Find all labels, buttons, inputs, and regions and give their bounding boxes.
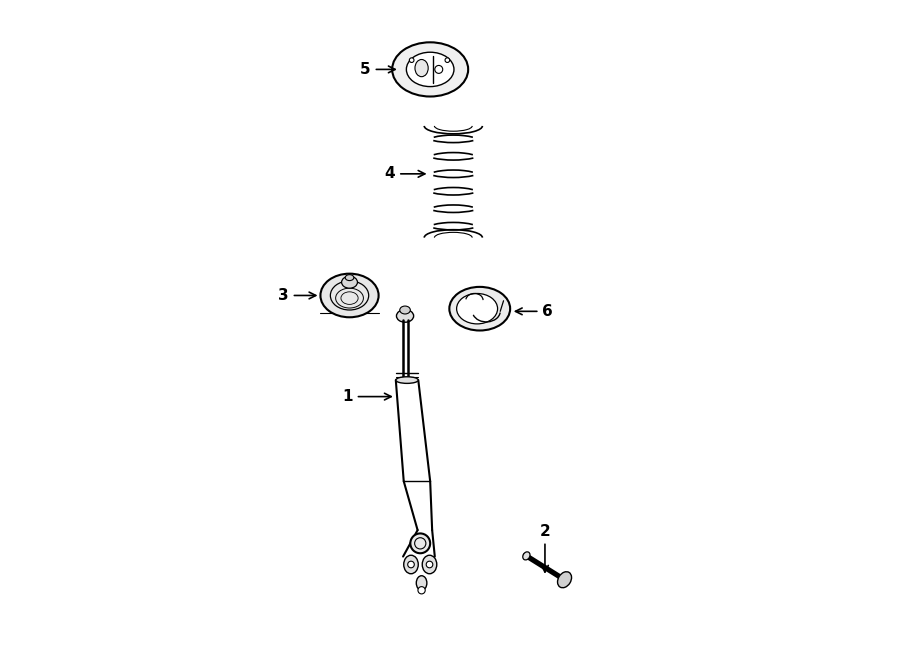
Ellipse shape [418, 587, 425, 594]
Text: 6: 6 [516, 304, 554, 319]
Ellipse shape [557, 572, 572, 588]
Ellipse shape [400, 306, 410, 314]
Text: 5: 5 [360, 62, 395, 77]
Ellipse shape [392, 42, 468, 97]
Text: 2: 2 [540, 524, 550, 572]
Ellipse shape [410, 533, 430, 553]
Ellipse shape [407, 52, 454, 87]
Ellipse shape [422, 555, 436, 574]
Text: 1: 1 [342, 389, 392, 404]
Ellipse shape [427, 561, 433, 568]
Ellipse shape [456, 293, 498, 324]
Ellipse shape [410, 58, 414, 62]
Text: 4: 4 [384, 167, 425, 181]
Ellipse shape [449, 287, 510, 330]
Text: 3: 3 [278, 288, 316, 303]
Ellipse shape [346, 275, 354, 280]
Ellipse shape [408, 561, 414, 568]
Ellipse shape [415, 59, 428, 77]
Ellipse shape [342, 276, 357, 288]
Ellipse shape [396, 377, 418, 383]
Ellipse shape [397, 309, 414, 322]
Ellipse shape [404, 555, 419, 574]
Ellipse shape [435, 65, 443, 73]
Ellipse shape [417, 576, 427, 590]
Ellipse shape [320, 274, 379, 317]
Ellipse shape [445, 58, 450, 62]
Ellipse shape [523, 552, 530, 560]
